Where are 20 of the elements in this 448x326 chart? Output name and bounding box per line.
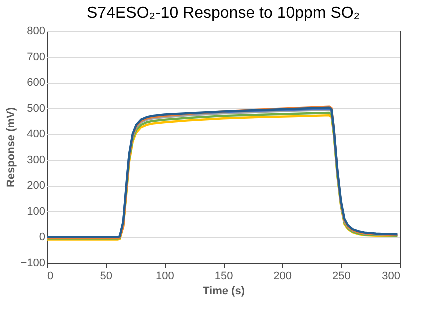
x-axis-title: Time (s) bbox=[203, 286, 246, 298]
y-tick-label: −100 bbox=[20, 258, 46, 270]
x-tick-label: 150 bbox=[214, 270, 234, 282]
x-tick-label: 100 bbox=[156, 270, 174, 282]
y-axis-title: Response (mV) bbox=[6, 107, 18, 188]
y-tick-label: 300 bbox=[27, 154, 46, 166]
y-tick-label: 600 bbox=[27, 77, 46, 90]
x-tick-label: 50 bbox=[100, 270, 112, 282]
y-tick-label: 500 bbox=[27, 102, 46, 115]
x-tick-label: 0 bbox=[48, 270, 54, 282]
y-tick-label: 100 bbox=[27, 206, 46, 218]
x-tick-label: 250 bbox=[332, 270, 351, 282]
y-tick-label: 800 bbox=[27, 26, 46, 38]
y-tick-label: 0 bbox=[39, 232, 46, 244]
y-tick-label: 700 bbox=[27, 51, 46, 64]
y-tick-label: 200 bbox=[27, 180, 46, 192]
x-tick-label: 300 bbox=[382, 270, 400, 282]
chart-title: S74ESO₂-10 Response to 10ppm SO₂ bbox=[86, 5, 360, 22]
x-tick-label: 200 bbox=[274, 270, 292, 282]
y-tick-label: 400 bbox=[27, 128, 46, 141]
